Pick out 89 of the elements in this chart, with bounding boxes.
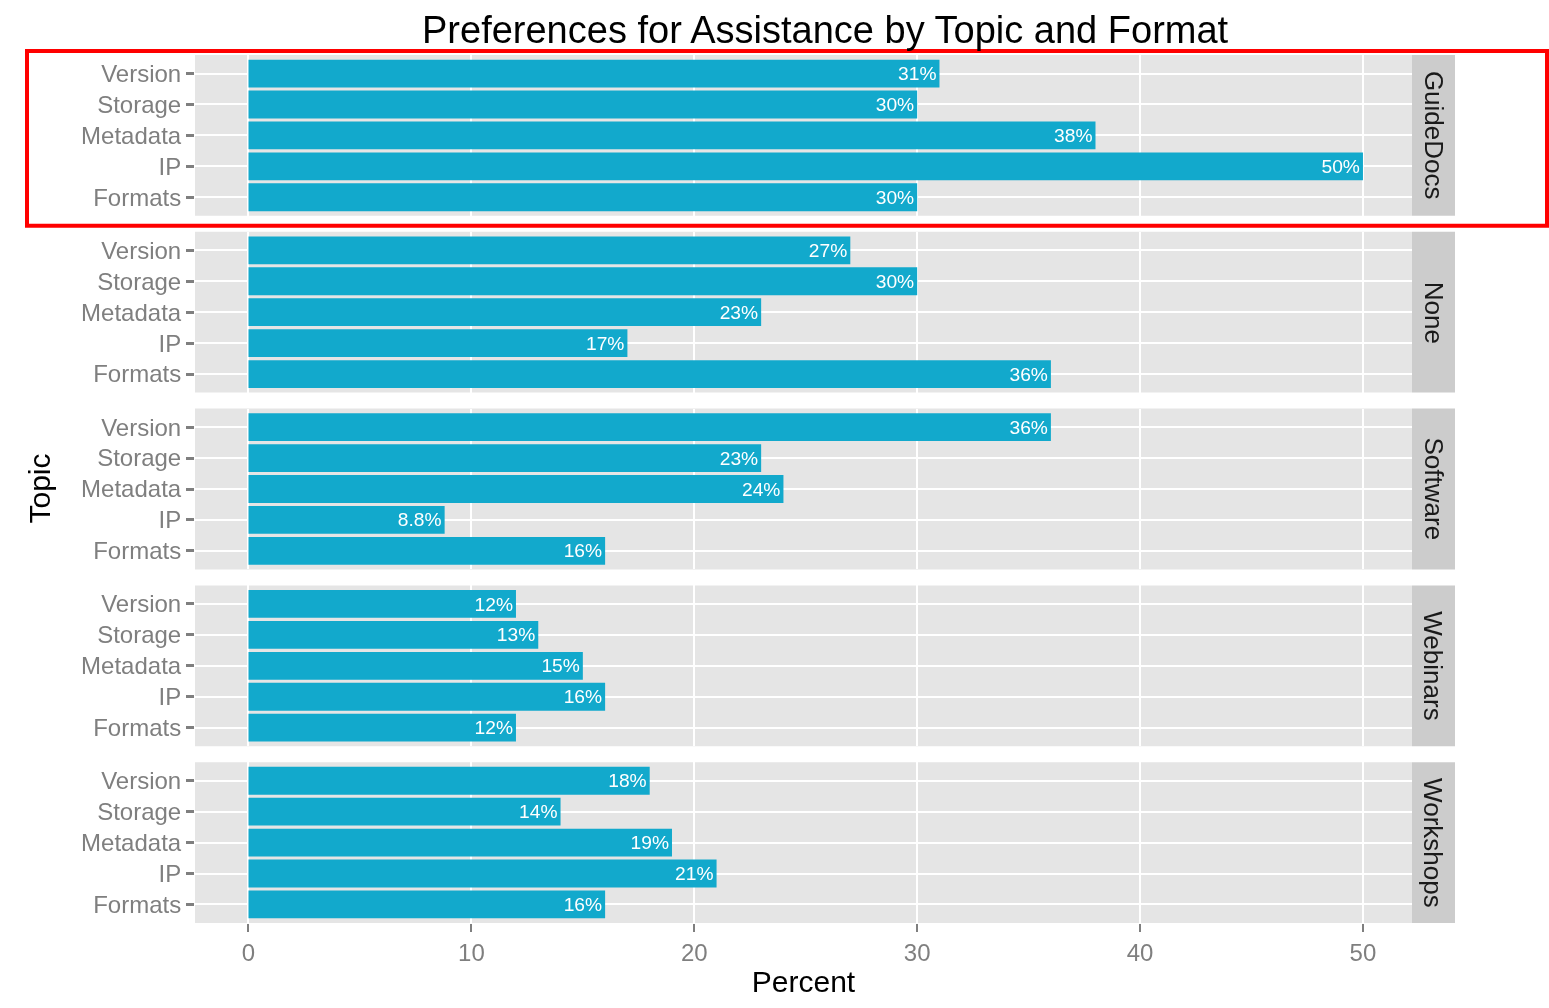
data-label: 21% (675, 863, 714, 885)
data-label: 30% (875, 270, 915, 292)
bar (248, 329, 628, 358)
data-label: 24% (741, 478, 781, 500)
y-tick-label: Storage (97, 267, 182, 295)
y-tick-label: Storage (97, 444, 182, 472)
data-label: 8.8% (397, 509, 442, 531)
data-label: 31% (898, 63, 937, 85)
y-tick-label: IP (158, 859, 182, 887)
data-label: 50% (1321, 155, 1360, 177)
data-label: 13% (496, 624, 536, 646)
data-label: 30% (875, 94, 915, 116)
y-tick-label: Formats (93, 537, 182, 565)
data-label: 38% (1054, 124, 1093, 146)
text: Software (1418, 437, 1449, 541)
bar (248, 267, 918, 296)
bar (248, 766, 650, 795)
y-tick-label: IP (158, 152, 182, 180)
bar (248, 506, 445, 534)
bar (248, 590, 516, 618)
y-tick-label: Version (101, 767, 182, 795)
data-label: 16% (563, 686, 603, 708)
y-tick-label: Metadata (81, 475, 182, 503)
data-label: 18% (608, 770, 647, 792)
chart-title: Preferences for Assistance by Topic and Format (422, 9, 1229, 51)
bar (248, 713, 516, 742)
y-tick-label: Storage (97, 90, 182, 118)
y-tick-label: IP (158, 683, 182, 711)
bar (248, 183, 918, 212)
data-label: 14% (519, 801, 558, 823)
data-label: 15% (541, 655, 580, 677)
y-tick-label: Version (101, 413, 182, 441)
data-label: 36% (1009, 416, 1048, 438)
y-tick-label: Formats (93, 890, 182, 918)
bar (248, 828, 672, 857)
bar (248, 152, 1363, 181)
y-tick-label: Metadata (81, 298, 182, 326)
y-tick-label: IP (158, 506, 182, 534)
y-tick-label: Metadata (81, 829, 182, 856)
bar (248, 620, 539, 649)
y-tick-label: Metadata (81, 652, 182, 680)
data-label: 27% (808, 239, 848, 261)
x-axis-title: Percent (751, 965, 856, 999)
y-tick-label: Version (101, 590, 182, 618)
text: GuideDocs (1418, 70, 1449, 200)
x-tick-label: 10 (458, 938, 485, 966)
bar (248, 682, 606, 711)
y-tick-label: Storage (97, 621, 182, 649)
bar (248, 298, 762, 327)
data-label: 30% (875, 186, 915, 208)
bar (248, 59, 940, 88)
y-tick-label: Version (101, 236, 182, 264)
text: None (1418, 281, 1449, 344)
data-label: 19% (630, 832, 669, 854)
bar (248, 890, 606, 919)
y-axis-title: Topic (22, 453, 56, 524)
y-tick-label: IP (158, 329, 182, 357)
data-label: 17% (585, 332, 625, 354)
y-tick-label: Formats (93, 360, 182, 388)
x-tick-label: 0 (241, 938, 256, 966)
bar (248, 444, 762, 472)
bar (248, 536, 606, 565)
bar (248, 797, 561, 826)
text: Webinars (1418, 611, 1449, 721)
data-label: 36% (1009, 363, 1048, 385)
bar (248, 859, 717, 888)
data-label: 12% (474, 717, 513, 739)
y-tick-label: Storage (97, 798, 182, 826)
bar (248, 413, 1051, 442)
y-tick-label: Formats (93, 714, 182, 742)
x-tick-label: 40 (1126, 938, 1154, 966)
data-label: 16% (563, 893, 603, 915)
text: Workshops (1418, 778, 1449, 908)
data-label: 12% (474, 593, 513, 615)
data-label: 23% (719, 447, 759, 469)
y-tick-label: Formats (93, 183, 182, 211)
y-tick-label: Version (101, 59, 182, 87)
x-tick-label: 30 (903, 938, 931, 966)
bar (248, 360, 1051, 388)
bar (248, 651, 583, 680)
bar (248, 475, 784, 503)
data-label: 16% (563, 540, 603, 562)
bar (248, 121, 1096, 150)
bar (248, 236, 851, 265)
data-label: 23% (719, 301, 759, 323)
x-tick-label: 20 (680, 938, 708, 966)
y-tick-label: Metadata (81, 121, 182, 149)
bar (248, 90, 918, 119)
x-tick-label: 50 (1349, 938, 1377, 966)
